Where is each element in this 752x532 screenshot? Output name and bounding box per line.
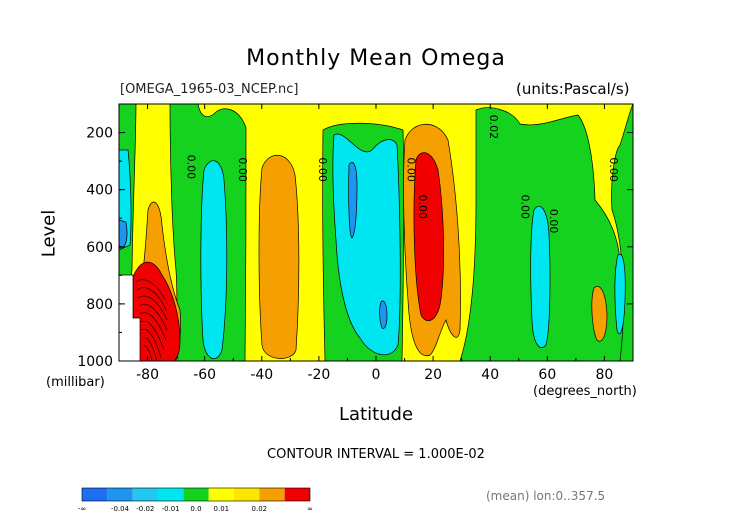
x-tick-label: 40 — [481, 367, 499, 383]
colorbar-label: -0.04 — [111, 505, 130, 513]
colorbar-label: -0.01 — [162, 505, 180, 513]
colorbar-swatch — [107, 488, 133, 501]
x-axis-unit: (degrees_north) — [533, 384, 637, 399]
x-tick-label: -20 — [307, 367, 330, 383]
contour-label: 0.00 — [519, 195, 532, 220]
contour-label: 0.00 — [404, 157, 417, 182]
colorbar-swatch — [183, 488, 209, 501]
region-cyan-2 — [200, 160, 228, 360]
contour-label: 0.00 — [416, 195, 429, 220]
contour-label: 0.00 — [316, 157, 329, 182]
colorbar-frame — [81, 487, 311, 502]
mean-longitude-note: (mean) lon:0..357.5 — [486, 489, 606, 503]
y-tick-label: 400 — [86, 183, 113, 199]
x-axis-label: Latitude — [338, 404, 414, 425]
colorbar-swatch — [234, 488, 260, 501]
y-tick-label: 200 — [86, 126, 113, 142]
region-cyan-4 — [530, 205, 551, 348]
colorbar-label: 0.01 — [214, 505, 230, 513]
y-tick-label: 800 — [86, 297, 113, 313]
dense-contour-lines — [135, 279, 168, 361]
colorbar-swatch — [82, 488, 108, 501]
colorbar-label: -∞ — [78, 505, 86, 513]
colorbar-swatch — [208, 488, 234, 501]
region-orange-1 — [258, 154, 300, 359]
region-orange-4 — [591, 286, 608, 342]
x-tick-label: -60 — [193, 367, 216, 383]
y-axis-unit: (millibar) — [46, 375, 105, 390]
contour-label: 0.02 — [487, 115, 500, 140]
region-cyan-5 — [614, 253, 626, 335]
contour-label: 0.00 — [607, 157, 620, 182]
colorbar-swatch — [259, 488, 285, 501]
units-label: (units:Pascal/s) — [516, 80, 630, 98]
file-label: [OMEGA_1965-03_NCEP.nc] — [120, 82, 299, 97]
contour-label: 0.00 — [185, 155, 198, 180]
x-tick-label: 20 — [424, 367, 442, 383]
x-tick-label: -40 — [250, 367, 273, 383]
contour-label: 0.00 — [547, 209, 560, 234]
missing-data-area — [119, 274, 141, 361]
y-tick-label: 1000 — [77, 354, 113, 370]
region-blue-2 — [379, 300, 388, 329]
colorbar-swatch — [132, 488, 158, 501]
colorbar: -∞ -0.04 -0.02 -0.01 0.0 0.01 0.02 ∞ — [78, 487, 313, 513]
colorbar-label: ∞ — [307, 505, 313, 513]
y-tick-label: 600 — [86, 240, 113, 256]
contour-label: 0.00 — [236, 157, 249, 182]
colorbar-label: -0.02 — [136, 505, 154, 513]
region-blue-3 — [119, 219, 128, 249]
region-blue-1 — [348, 162, 358, 239]
colorbar-swatch — [158, 488, 184, 501]
colorbar-swatch — [284, 488, 310, 501]
colorbar-label: 0.0 — [190, 505, 201, 513]
contour-interval-note: CONTOUR INTERVAL = 1.000E-02 — [267, 447, 485, 462]
x-tick-label: -80 — [136, 367, 159, 383]
chart-title: Monthly Mean Omega — [246, 46, 506, 71]
region-red-1 — [413, 152, 444, 322]
x-tick-label: 60 — [538, 367, 556, 383]
x-tick-label: 0 — [372, 367, 381, 383]
colorbar-label: 0.02 — [252, 505, 268, 513]
x-tick-label: 80 — [596, 367, 614, 383]
